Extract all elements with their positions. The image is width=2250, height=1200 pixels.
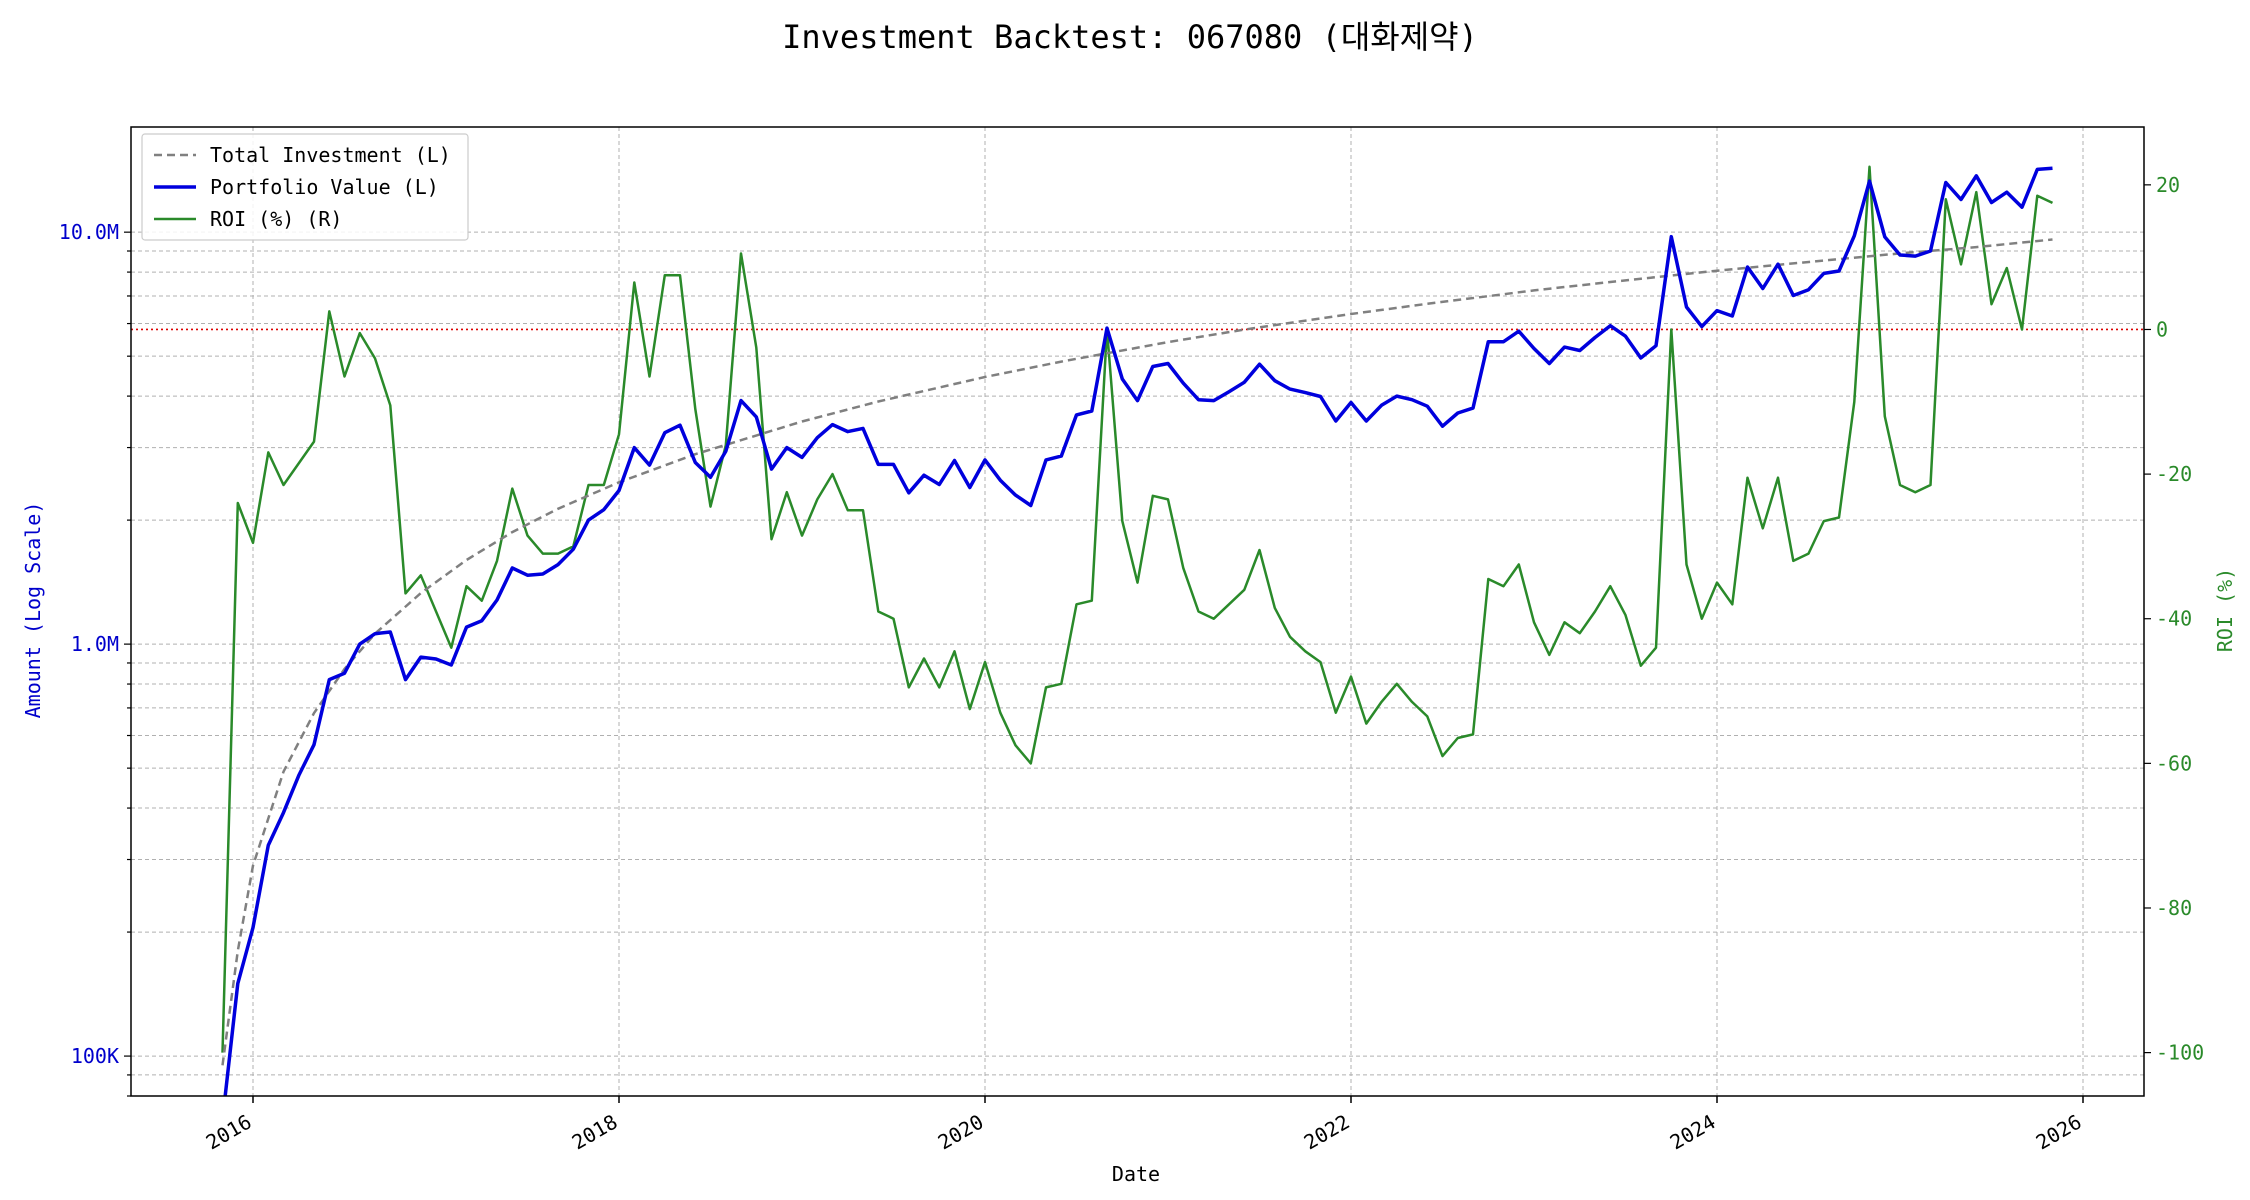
x-tick-label: 2020 (934, 1110, 988, 1155)
series-layer (221, 165, 2054, 1096)
chart-title: Investment Backtest: 067080 (대화제약) (782, 18, 1478, 56)
y-right-axis-label: ROI (%) (2213, 568, 2237, 652)
plot-frame (130, 126, 2145, 1097)
roi-line (221, 165, 2054, 1053)
y-right-tick-label: -80 (2156, 896, 2192, 920)
legend-label-roi: ROI (%) (R) (210, 207, 342, 231)
y-right-tick-label: 0 (2156, 317, 2168, 341)
x-tick-label: 2018 (568, 1110, 622, 1155)
legend: Total Investment (L) Portfolio Value (L)… (141, 133, 469, 241)
y-right-tick-label: 20 (2156, 173, 2180, 197)
y-left-tick-label: 1.0M (71, 632, 119, 656)
total-investment-line (221, 238, 2053, 1066)
y-left-axis-label: Amount (Log Scale) (21, 502, 45, 719)
y-left-tick-label: 100K (71, 1044, 119, 1068)
axis-layer: 2016 2018 2020 2022 2024 2026 100K 1.0M 10.0M -10… (59, 173, 2204, 1155)
x-tick-label: 2024 (1666, 1110, 1720, 1155)
y-right-tick-label: -20 (2156, 462, 2192, 486)
portfolio-value-line (223, 166, 2053, 1096)
grid-layer (131, 127, 2144, 1097)
x-axis-label: Date (1112, 1162, 1160, 1186)
y-left-tick-label: 10.0M (59, 220, 119, 244)
x-tick-label: 2026 (2032, 1110, 2086, 1155)
x-tick-label: 2022 (1300, 1110, 1354, 1155)
y-right-tick-label: -40 (2156, 607, 2192, 631)
y-right-tick-label: -60 (2156, 751, 2192, 775)
y-right-tick-label: -100 (2156, 1041, 2204, 1065)
x-tick-label: 2016 (202, 1110, 256, 1155)
legend-label-portfolio-value: Portfolio Value (L) (210, 175, 439, 199)
legend-label-total-investment: Total Investment (L) (210, 143, 451, 167)
legend-box (141, 133, 469, 241)
